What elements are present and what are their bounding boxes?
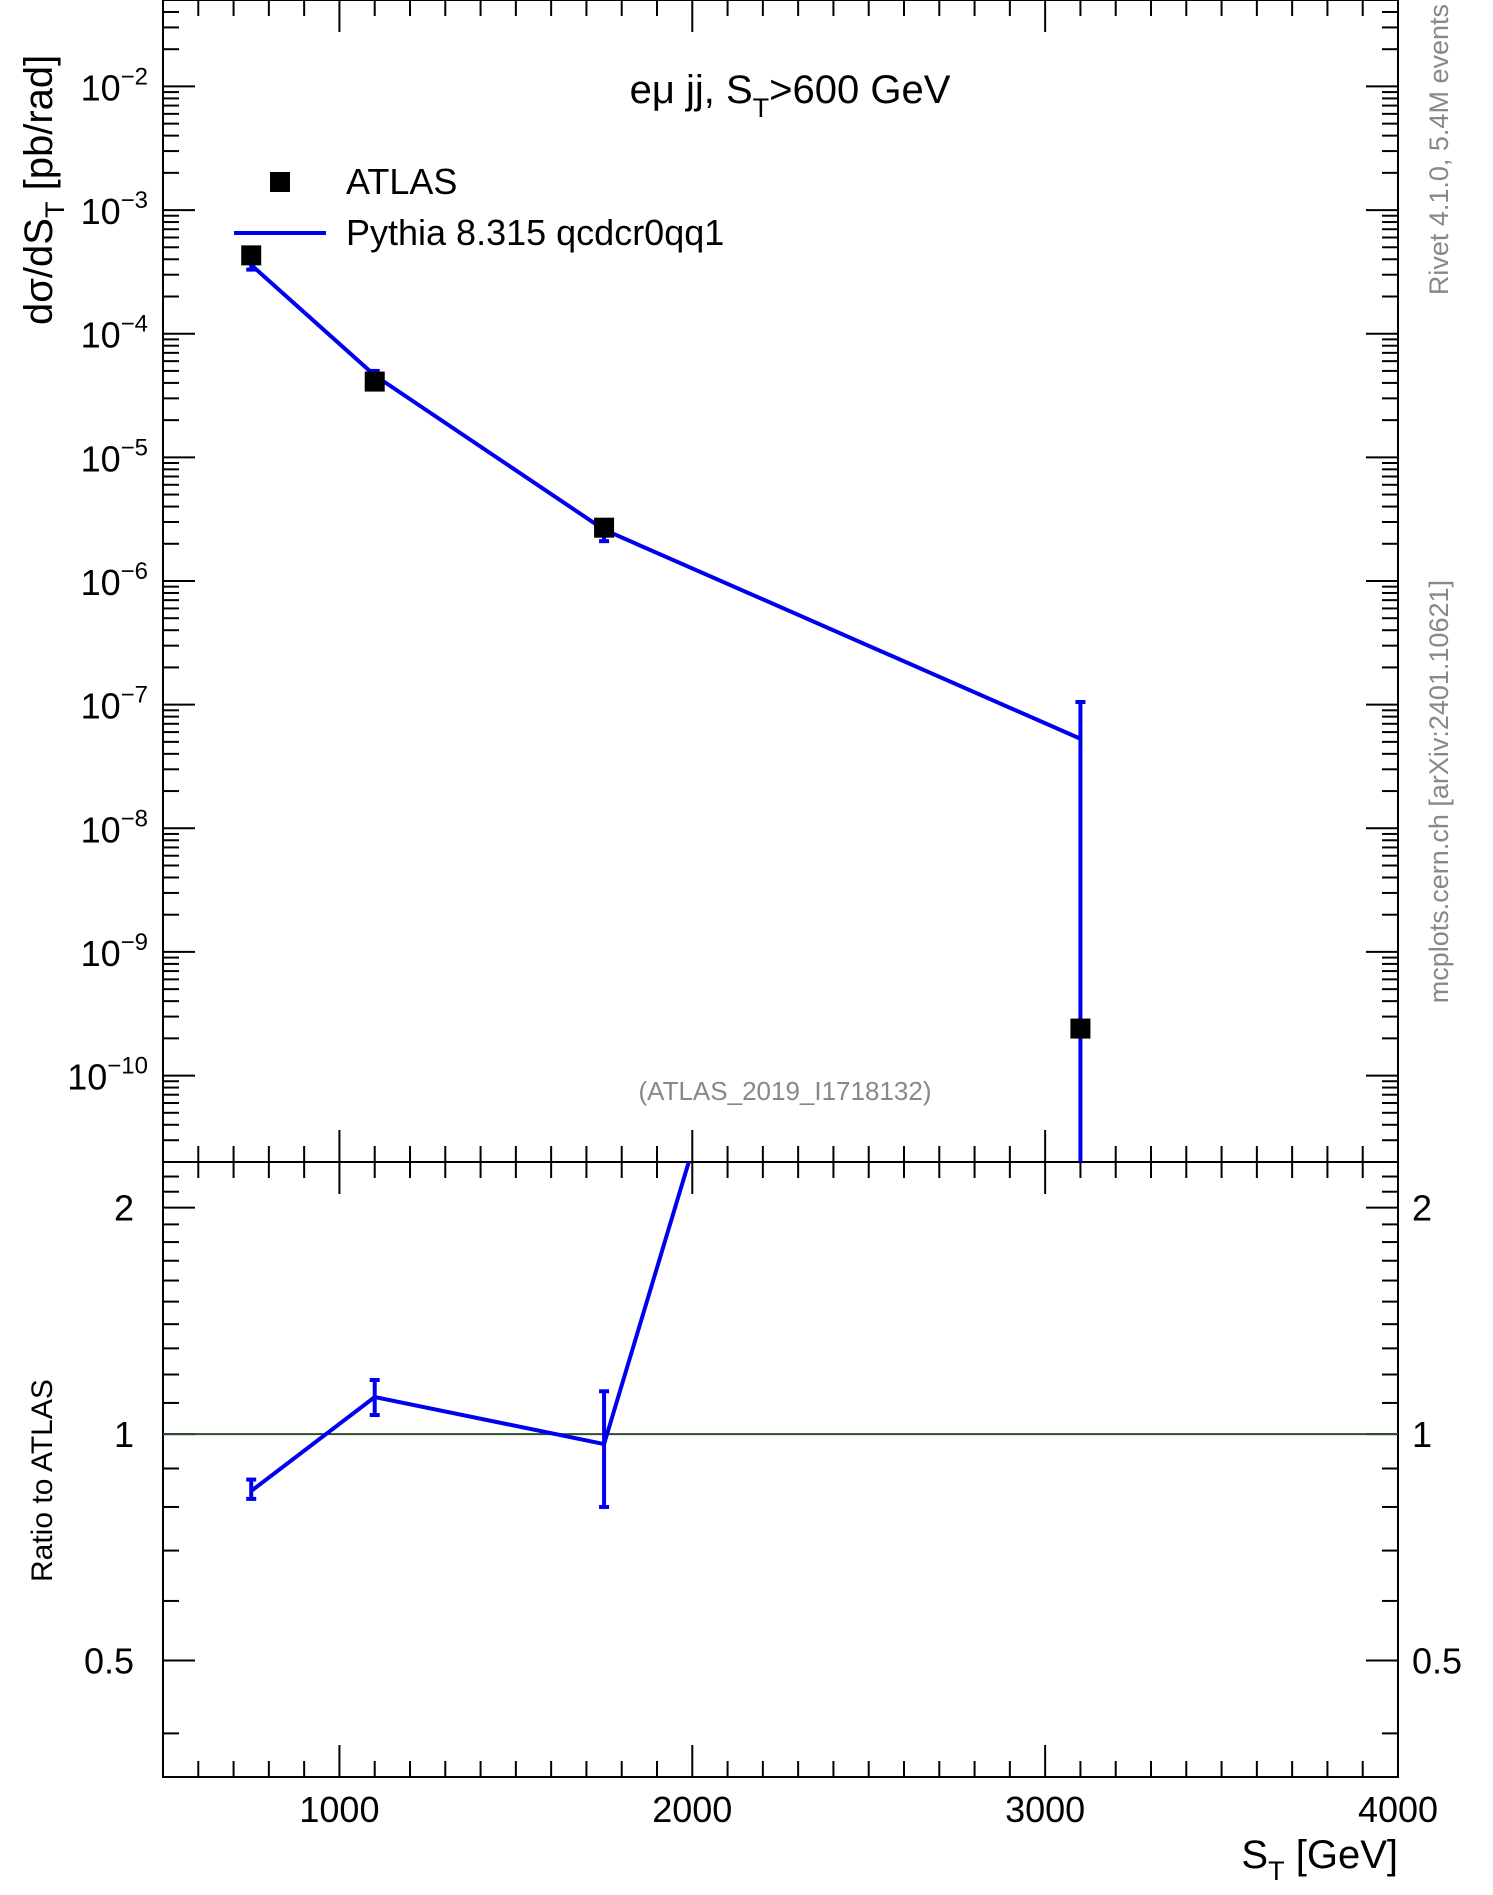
legend: ATLAS Pythia 8.315 qcdcr0qq1	[234, 161, 724, 253]
main-y-tick-label: 10−4	[81, 311, 148, 356]
x-tick-label: 4000	[1358, 1789, 1438, 1830]
ratio-line	[250, 1161, 691, 1493]
main-y-tick-label: 10−10	[67, 1053, 148, 1098]
ratio-y-tick-label-right: 2	[1412, 1188, 1432, 1229]
ratio-plot-frame	[162, 1161, 1399, 1778]
pythia-line	[249, 263, 1082, 741]
ratio-y-axis-label: Ratio to ATLAS	[26, 1379, 59, 1582]
side-label-rivet: Rivet 4.1.0, 5.4M events	[1424, 4, 1454, 295]
ratio-y-tick-label-right: 0.5	[1412, 1640, 1462, 1681]
main-y-tick-label: 10−2	[81, 63, 148, 108]
atlas-data-point	[241, 245, 262, 266]
ratio-y-tick-label: 1	[114, 1414, 134, 1455]
main-y-axis-label: dσ/dST [pb/rad]	[17, 55, 70, 325]
main-y-tick-label: 10−9	[81, 929, 148, 974]
atlas-data-point	[594, 517, 615, 538]
ratio-y-tick-label: 0.5	[84, 1640, 134, 1681]
main-y-tick-label: 10−5	[81, 434, 148, 479]
chart-title: eμ jj, ST>600 GeV	[630, 68, 951, 123]
side-label-mcplots: mcplots.cern.ch [arXiv:2401.10621]	[1424, 580, 1454, 1003]
analysis-reference-label: (ATLAS_2019_I1718132)	[639, 1076, 932, 1106]
main-axes: 10−2 10−3 10−4 10−5 10−6 10−7 10−8 10−9 10−10	[67, 0, 1398, 1163]
x-tick-label: 2000	[652, 1789, 732, 1830]
legend-label-atlas: ATLAS	[346, 161, 457, 202]
x-tick-label: 3000	[1005, 1789, 1085, 1830]
ratio-y-tick-label-right: 1	[1412, 1414, 1432, 1455]
x-axis-label: ST [GeV]	[1241, 1833, 1398, 1886]
ratio-series-group	[246, 1161, 691, 1509]
x-tick-label: 1000	[299, 1789, 379, 1830]
legend-label-pythia: Pythia 8.315 qcdcr0qq1	[346, 212, 724, 253]
x-axis: 1000 2000 3000 4000	[197, 0, 1438, 1830]
main-y-tick-label: 10−6	[81, 558, 148, 603]
ratio-y-tick-label: 2	[114, 1188, 134, 1229]
ratio-axes: 2 2 1 1 0.5 0.5	[84, 1175, 1462, 1735]
atlas-data-point	[1070, 1018, 1091, 1039]
legend-marker-atlas	[270, 172, 290, 192]
main-y-tick-label: 10−8	[81, 805, 148, 850]
main-y-tick-label: 10−7	[81, 682, 148, 727]
main-series-group	[241, 245, 1091, 1162]
atlas-data-point	[364, 371, 385, 392]
main-y-tick-label: 10−3	[81, 187, 148, 232]
